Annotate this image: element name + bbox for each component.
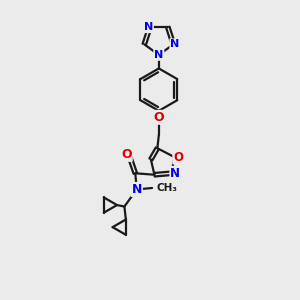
Text: N: N [144,22,153,32]
Text: N: N [170,39,179,49]
Text: CH₃: CH₃ [157,183,178,193]
Text: O: O [121,148,132,161]
Text: N: N [154,50,164,60]
Text: O: O [154,111,164,124]
Text: N: N [170,167,180,180]
Text: O: O [173,151,183,164]
Text: N: N [132,183,142,196]
